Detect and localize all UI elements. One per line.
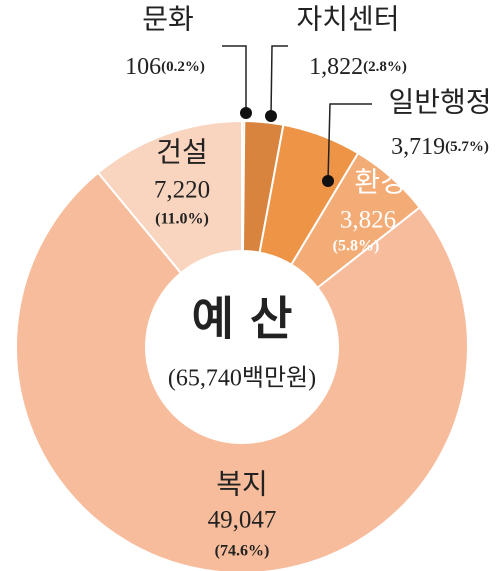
- leader-line: [222, 45, 247, 113]
- value-label: 1,822: [309, 54, 363, 80]
- value-label-group: 3,719(5.7%): [391, 134, 489, 160]
- value-label: 49,047: [208, 507, 277, 534]
- center-subtitle: (65,740백만원): [168, 365, 316, 392]
- percent-label: (74.6%): [215, 543, 270, 560]
- category-label: 복지: [216, 469, 268, 500]
- leader-dot: [322, 175, 334, 187]
- percent-label: (2.8%): [363, 59, 407, 75]
- percent-label: (5.8%): [333, 238, 380, 255]
- category-label: 일반행정: [388, 87, 491, 118]
- leader-line: [327, 103, 372, 182]
- category-label: 자치센터: [296, 3, 399, 35]
- donut-slice: [96, 119, 243, 275]
- percent-label: (5.7%): [445, 139, 489, 155]
- percent-label: (0.2%): [161, 59, 205, 75]
- category-label: 건설: [156, 137, 208, 168]
- leader-line: [270, 45, 288, 117]
- value-label: 7,220: [154, 177, 210, 204]
- category-label: 문화: [142, 4, 194, 35]
- value-label: 106: [125, 54, 161, 80]
- value-label: 3,826: [340, 207, 396, 234]
- value-label-group: 1,822(2.8%): [309, 54, 407, 80]
- leader-dot: [240, 107, 252, 119]
- center-title: 예 산: [192, 292, 293, 346]
- leader-dot: [265, 110, 277, 122]
- value-label-group: 106(0.2%): [125, 54, 205, 80]
- category-label: 환경: [354, 166, 406, 198]
- donut-slice: [15, 171, 469, 571]
- percent-label: (11.0%): [155, 211, 209, 228]
- value-label: 3,719: [391, 134, 445, 160]
